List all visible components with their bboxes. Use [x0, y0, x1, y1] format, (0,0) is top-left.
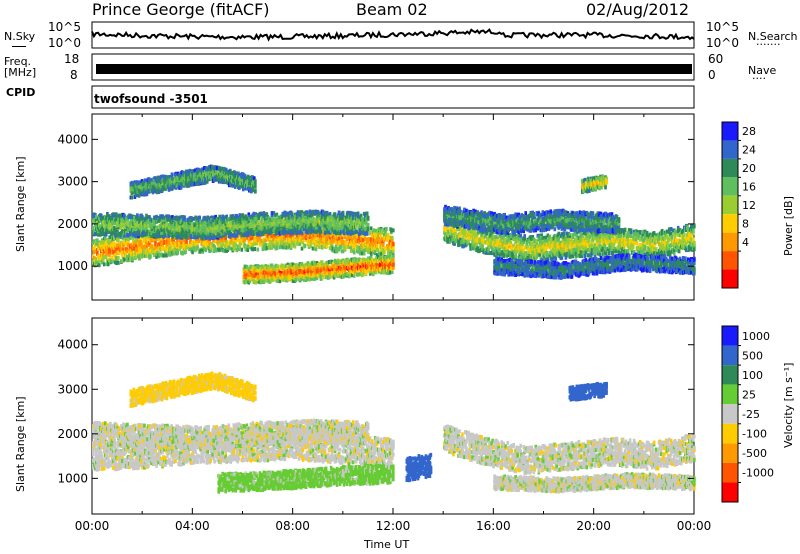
- velocity-panel-cbar-cell-1: [722, 346, 738, 366]
- velocity-panel-cbar-cell-4: [722, 404, 738, 424]
- power-panel-cbar-cell-8: [722, 270, 738, 288]
- velocity-panel-cbar-tick-4: -25: [742, 408, 760, 421]
- power-panel-ytick-label-3000: 3000: [57, 175, 88, 189]
- power-panel-cbar-tick-5: 8: [742, 217, 749, 230]
- power-panel-cbar-cell-1: [722, 140, 738, 158]
- velocity-panel-cbar-tick-2: 100: [742, 369, 763, 382]
- velocity-panel-cbar-cell-0: [722, 326, 738, 346]
- velocity-panel-ytick-label-2000: 2000: [57, 427, 88, 441]
- power-panel-cbar-cell-2: [722, 159, 738, 177]
- power-panel-cbar-tick-3: 16: [742, 181, 756, 194]
- noise-series: [92, 30, 694, 40]
- xtick-label-3: 12:00: [376, 519, 411, 533]
- xtick-label-2: 08:00: [275, 519, 310, 533]
- power-panel-cbar-tick-0: 28: [742, 125, 756, 138]
- xtick-label-0: 00:00: [75, 519, 110, 533]
- power-panel-cbar-cell-7: [722, 251, 738, 269]
- velocity-panel-ytick-label-1000: 1000: [57, 471, 88, 485]
- power-panel-ytick-label-2000: 2000: [57, 217, 88, 231]
- velocity-panel-cbar-tick-0: 1000: [742, 330, 770, 343]
- velocity-panel-cbar-cell-2: [722, 365, 738, 385]
- velocity-panel-cbar-cell-6: [722, 443, 738, 463]
- xtick-label-1: 04:00: [175, 519, 210, 533]
- velocity-panel-cbar-cell-8: [722, 482, 738, 502]
- velocity-panel-band-4: [406, 453, 433, 482]
- power-panel-cbar-tick-2: 20: [742, 162, 756, 175]
- power-panel-ytick-label-4000: 4000: [57, 132, 88, 146]
- power-panel-cbar-cell-4: [722, 196, 738, 214]
- power-panel-cbar-tick-1: 24: [742, 144, 756, 157]
- xtick-label-4: 16:00: [476, 519, 511, 533]
- velocity-panel-cbar-cell-5: [722, 424, 738, 444]
- velocity-panel-cbar-cell-7: [722, 463, 738, 483]
- power-panel-cbar-cell-3: [722, 177, 738, 195]
- velocity-panel-cbar-tick-6: -500: [742, 447, 767, 460]
- power-panel-cbar-tick-4: 12: [742, 199, 756, 212]
- cpid-strip-frame: [92, 86, 694, 108]
- velocity-panel-cbar-tick-5: -100: [742, 428, 767, 441]
- power-panel-ytick-label-1000: 1000: [57, 259, 88, 273]
- power-panel-cbar-cell-6: [722, 233, 738, 251]
- power-panel-cbar-cell-5: [722, 214, 738, 232]
- velocity-panel-cbar-tick-1: 500: [742, 349, 763, 362]
- freq-series: [96, 64, 692, 74]
- velocity-panel-cbar-tick-7: -1000: [742, 467, 774, 480]
- velocity-panel-ytick-label-3000: 3000: [57, 382, 88, 396]
- xtick-label-6: 00:00: [677, 519, 712, 533]
- xtick-label-5: 20:00: [576, 519, 611, 533]
- power-panel-cbar-tick-6: 4: [742, 236, 749, 249]
- power-panel-cbar-cell-0: [722, 122, 738, 140]
- velocity-panel-ytick-label-4000: 4000: [57, 338, 88, 352]
- velocity-panel-cbar-tick-3: 25: [742, 388, 756, 401]
- velocity-panel-cbar-cell-3: [722, 385, 738, 405]
- noise-strip-frame: [92, 22, 694, 48]
